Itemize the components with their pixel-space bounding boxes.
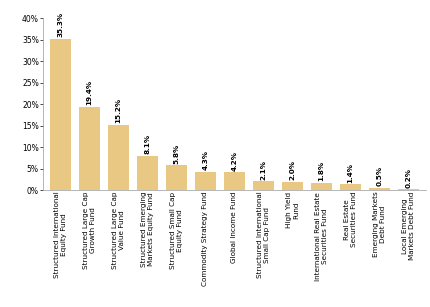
Text: 4.3%: 4.3% xyxy=(203,150,209,170)
Text: 0.2%: 0.2% xyxy=(405,168,412,188)
Bar xyxy=(50,39,71,190)
Bar xyxy=(253,181,274,190)
Text: 1.4%: 1.4% xyxy=(347,163,353,183)
Bar xyxy=(369,188,390,190)
Bar xyxy=(340,184,361,190)
Text: 8.1%: 8.1% xyxy=(144,134,150,154)
Bar xyxy=(195,172,216,190)
Text: 4.2%: 4.2% xyxy=(231,150,237,171)
Bar xyxy=(398,189,419,190)
Text: 2.0%: 2.0% xyxy=(289,160,295,180)
Bar xyxy=(137,156,158,190)
Bar xyxy=(311,183,332,190)
Bar xyxy=(224,172,245,190)
Bar xyxy=(79,107,100,190)
Text: 19.4%: 19.4% xyxy=(86,80,92,105)
Text: 1.8%: 1.8% xyxy=(318,161,324,181)
Bar xyxy=(108,125,129,190)
Bar xyxy=(282,182,303,190)
Bar xyxy=(166,165,187,190)
Text: 35.3%: 35.3% xyxy=(57,12,63,37)
Text: 2.1%: 2.1% xyxy=(260,160,266,180)
Text: 0.5%: 0.5% xyxy=(376,166,382,186)
Text: 5.8%: 5.8% xyxy=(173,143,179,164)
Text: 15.2%: 15.2% xyxy=(115,98,121,123)
